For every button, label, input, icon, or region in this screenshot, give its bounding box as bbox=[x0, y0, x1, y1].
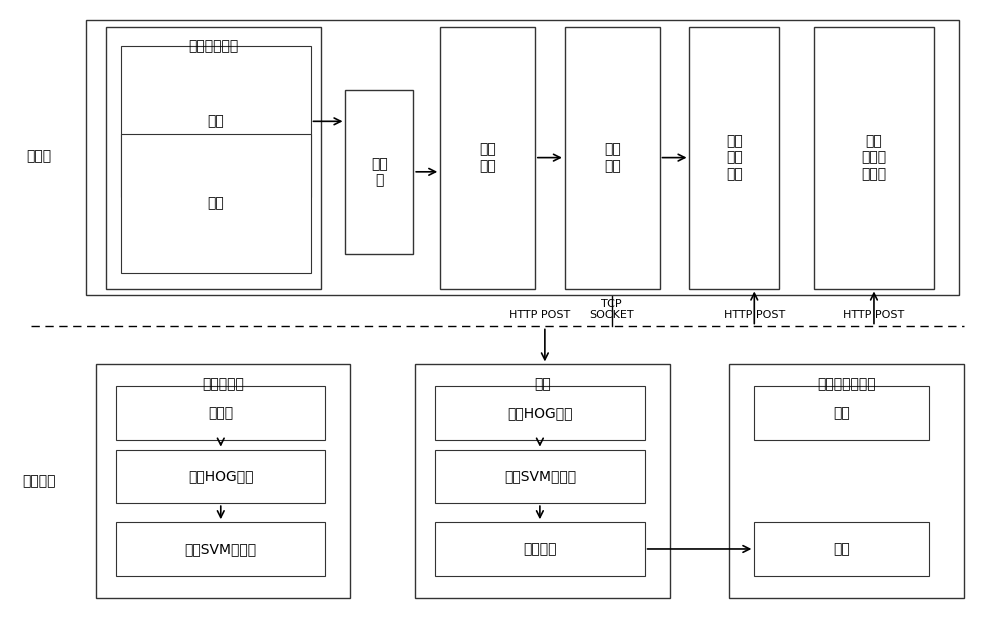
Bar bbox=[435, 387, 645, 440]
Bar bbox=[754, 387, 929, 440]
Text: 分类识别: 分类识别 bbox=[523, 542, 557, 556]
Bar bbox=[345, 90, 413, 254]
Bar bbox=[435, 450, 645, 503]
Text: 提取HOG特征: 提取HOG特征 bbox=[188, 469, 254, 483]
Text: 拍照: 拍照 bbox=[207, 114, 224, 128]
Text: 检索: 检索 bbox=[833, 542, 850, 556]
Text: 植物物种数据库: 植物物种数据库 bbox=[817, 377, 876, 391]
Bar bbox=[121, 134, 311, 273]
Bar bbox=[106, 27, 320, 288]
Text: 传输
图片: 传输 图片 bbox=[604, 143, 621, 172]
Text: 服务器端: 服务器端 bbox=[23, 474, 56, 488]
Bar bbox=[96, 365, 350, 598]
Bar bbox=[116, 450, 325, 503]
Text: HTTP POST: HTTP POST bbox=[724, 310, 785, 320]
Text: 加载SVM分类器: 加载SVM分类器 bbox=[504, 469, 576, 483]
Bar bbox=[121, 46, 311, 197]
Text: HTTP POST: HTTP POST bbox=[843, 310, 905, 320]
Bar bbox=[116, 387, 325, 440]
Text: HTTP POST: HTTP POST bbox=[509, 310, 571, 320]
Text: 提取HOG特征: 提取HOG特征 bbox=[507, 406, 573, 420]
Bar bbox=[689, 27, 779, 288]
Text: 显示
识别
结果: 显示 识别 结果 bbox=[726, 134, 743, 181]
Text: 识别: 识别 bbox=[534, 377, 551, 391]
Bar bbox=[116, 522, 325, 576]
Text: 客户端: 客户端 bbox=[27, 149, 52, 163]
Bar bbox=[754, 522, 929, 576]
Text: 预处理: 预处理 bbox=[208, 406, 233, 420]
Bar bbox=[415, 365, 670, 598]
Text: 相册: 相册 bbox=[207, 197, 224, 210]
Bar bbox=[86, 20, 959, 295]
Text: 浏览
植物种
数据库: 浏览 植物种 数据库 bbox=[861, 134, 887, 181]
Text: 构建: 构建 bbox=[833, 406, 850, 420]
Text: 训练SVM分类器: 训练SVM分类器 bbox=[185, 542, 257, 556]
Bar bbox=[814, 27, 934, 288]
Bar bbox=[565, 27, 660, 288]
Text: 识别
请求: 识别 请求 bbox=[479, 143, 496, 172]
Text: 训练分类器: 训练分类器 bbox=[202, 377, 244, 391]
Text: 获取叶片图像: 获取叶片图像 bbox=[188, 39, 238, 53]
Text: TCP
SOCKET: TCP SOCKET bbox=[589, 299, 634, 320]
Text: 预处
理: 预处 理 bbox=[371, 157, 388, 187]
Bar bbox=[440, 27, 535, 288]
Bar bbox=[729, 365, 964, 598]
Bar bbox=[435, 522, 645, 576]
